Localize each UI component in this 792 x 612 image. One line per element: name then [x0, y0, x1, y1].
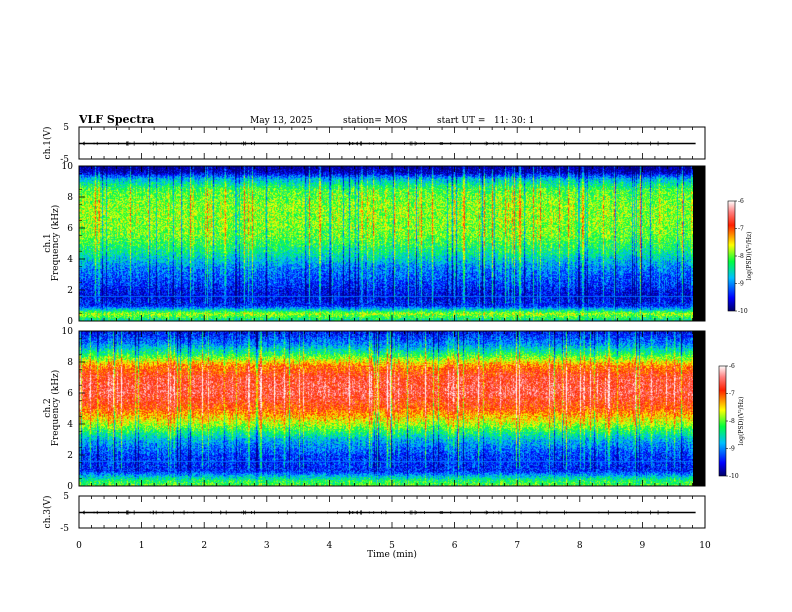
ch2-colorbar-tick-label: -7 [729, 391, 735, 398]
ch1-colorbar-gradient [727, 200, 736, 312]
ch2-colorbar-gradient [718, 365, 727, 477]
ch2-spectrogram-ytick-label: 0 [67, 482, 73, 492]
ch2-spectrogram-ytick-label: 2 [67, 451, 73, 461]
x-tick-label: 5 [389, 541, 395, 551]
ch1-spectrogram-panel: 0 2 4 6 8 10 ch.1 Frequency (kHz) [43, 162, 706, 327]
ch1-colorbar: -6 -7 -8 -9 -10 log(PSD)(V²/Hz) [727, 198, 753, 315]
ch1-colorbar-label: log(PSD)(V²/Hz) [746, 232, 753, 281]
ch2-colorbar-tick-label: -9 [729, 446, 735, 453]
x-tick-label: 3 [264, 541, 270, 551]
x-tick-label: 9 [640, 541, 646, 551]
date-label: May 13, 2025 [250, 116, 313, 126]
ch3-ytick-top: 5 [63, 492, 69, 502]
ch1-colorbar-tick-label: -6 [738, 198, 744, 205]
ch1-frequency-label: Frequency (kHz) [50, 205, 61, 282]
x-tick-label: 10 [699, 541, 711, 551]
x-tick-label: 2 [201, 541, 207, 551]
x-tick-label: 7 [514, 541, 520, 551]
ch1-colorbar-tick-label: -7 [738, 226, 744, 233]
ch2-spectrogram-panel: 0 2 4 6 8 10 ch.2 Frequency (kHz) [43, 327, 706, 492]
ch2-colorbar-tick-label: -6 [729, 363, 735, 370]
x-tick-label: 6 [452, 541, 458, 551]
ch2-spectrogram-ytick-label: 6 [67, 389, 73, 399]
x-tick-label: 1 [139, 541, 145, 551]
station-label: station= MOS [343, 116, 407, 126]
ch2-spectrogram-ytick-label: 10 [62, 327, 74, 337]
ch1-spectrogram-ytick-label: 4 [67, 255, 73, 265]
x-tick-label: 0 [76, 541, 82, 551]
x-tick-label: 8 [577, 541, 583, 551]
ch1-waveform-panel: 5 -5 ch.1(V) [42, 123, 706, 165]
ch1-spectrogram-ytick-label: 8 [67, 193, 73, 203]
ch2-colorbar-tick-label: -10 [729, 473, 739, 480]
ch2-spectrogram-ytick-label: 8 [67, 358, 73, 368]
ch2-colorbar-tick-label: -8 [729, 418, 735, 425]
ch2-spectrogram-ylabel: ch.2 [43, 398, 53, 417]
ch3-ytick-bottom: -5 [60, 524, 69, 534]
ch1-spectrogram-ytick-label: 2 [67, 286, 73, 296]
ch1-spectrogram-ytick-label: 0 [67, 317, 73, 327]
ch1-spectrogram-ytick-label: 6 [67, 224, 73, 234]
ch1-spectrogram-image-holder [79, 166, 693, 321]
ch1-ytick-bottom: -5 [60, 155, 69, 165]
ch1-spectrogram-ylabel: ch.1 [43, 233, 53, 252]
x-axis-label: Time (min) [367, 549, 417, 560]
figure-title: VLF Spectra [78, 113, 154, 126]
x-tick-label: 4 [327, 541, 333, 551]
ch2-colorbar: -6 -7 -8 -9 -10 log(PSD)(V²/Hz) [718, 363, 745, 480]
ch2-spectrogram-image-holder [79, 331, 693, 486]
ch2-spectrogram-image [79, 331, 693, 486]
ch1-spectrogram-ytick-label: 10 [62, 162, 74, 172]
ch3-waveform-ylabel: ch.3(V) [42, 496, 53, 529]
ch1-colorbar-tick-label: -8 [738, 253, 744, 260]
ch2-spectrogram-ytick-label: 4 [67, 420, 73, 430]
ch1-colorbar-tick-label: -10 [738, 308, 748, 315]
start-time-label: start UT = 11: 30: 1 [437, 116, 534, 126]
ch2-frequency-label: Frequency (kHz) [50, 370, 61, 447]
ch1-ytick-top: 5 [63, 123, 69, 133]
ch1-waveform-ylabel: ch.1(V) [42, 127, 53, 160]
ch1-spectrogram-image [79, 166, 693, 321]
ch2-colorbar-label: log(PSD)(V²/Hz) [738, 397, 745, 446]
ch3-waveform-panel: 5 -5 ch.3(V) [42, 492, 706, 534]
ch1-colorbar-tick-label: -9 [738, 281, 744, 288]
